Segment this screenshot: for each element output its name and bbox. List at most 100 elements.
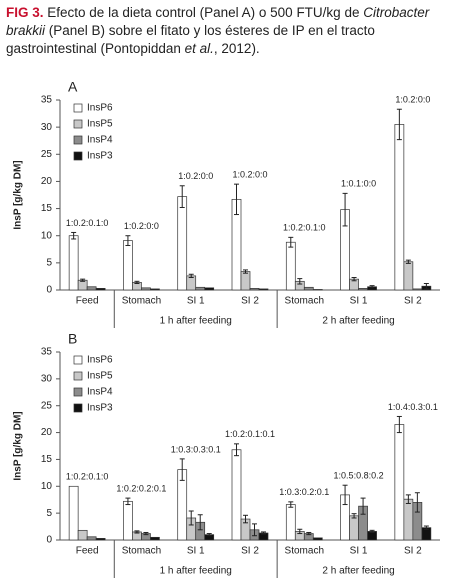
group-label: 1 h after feeding bbox=[160, 316, 232, 327]
error-bar bbox=[179, 458, 185, 481]
bar bbox=[312, 537, 323, 541]
bar bbox=[177, 196, 188, 291]
ratio-annotation: 1:0.2:0.1:0 bbox=[66, 472, 109, 482]
caption-label: FIG 3. bbox=[6, 5, 44, 20]
ratio-annotation: 1:0.2:0.2:0.1 bbox=[116, 483, 166, 493]
ratio-annotation: 1:0.2:0.1:0 bbox=[66, 218, 109, 228]
error-bar bbox=[252, 523, 257, 537]
error-bar bbox=[243, 514, 248, 524]
bar bbox=[258, 288, 269, 291]
bar bbox=[95, 538, 106, 541]
legend-swatch bbox=[73, 119, 83, 129]
bar bbox=[403, 261, 414, 291]
legend-swatch bbox=[73, 371, 83, 381]
legend-swatch bbox=[73, 135, 83, 145]
error-bar bbox=[369, 529, 375, 533]
caption-text: , 2012). bbox=[213, 41, 260, 56]
error-bar bbox=[360, 497, 366, 515]
error-bar bbox=[414, 492, 420, 513]
error-bar bbox=[288, 501, 294, 508]
error-bar bbox=[342, 192, 348, 227]
legend-swatch bbox=[73, 151, 83, 161]
caption-text: Efecto de la dieta control (Panel A) o 5… bbox=[47, 5, 364, 20]
group-label: 1 h after feeding bbox=[160, 566, 232, 577]
ratio-annotation: 1:0.2:0:0 bbox=[232, 170, 267, 180]
bar bbox=[285, 504, 296, 541]
error-bar bbox=[71, 231, 77, 240]
error-bar bbox=[297, 278, 303, 285]
bar bbox=[285, 241, 296, 291]
ratio-annotation: 1:0.2:0:0 bbox=[178, 171, 213, 181]
bar bbox=[195, 286, 206, 291]
x-tick-label: SI 1 bbox=[350, 296, 368, 307]
legend-swatch bbox=[73, 355, 83, 365]
caption-text: (Panel B) sobre el fitato y los ésteres … bbox=[6, 23, 375, 56]
y-axis-label: InsP [g/kg DM] bbox=[13, 411, 24, 480]
bar bbox=[240, 271, 251, 291]
error-bar bbox=[134, 530, 140, 534]
error-bar bbox=[306, 531, 312, 536]
ratio-annotation: 1:0.2:0:0 bbox=[124, 221, 159, 231]
y-tick-label: 30 bbox=[41, 122, 53, 133]
bar bbox=[303, 286, 314, 291]
ratio-annotation: 1:0.3:0.2:0.1 bbox=[279, 487, 329, 497]
bar bbox=[394, 424, 405, 541]
error-bar bbox=[288, 236, 294, 248]
y-tick-label: 5 bbox=[46, 257, 52, 268]
bar bbox=[77, 529, 88, 541]
bar bbox=[204, 287, 215, 291]
group-label: 2 h after feeding bbox=[322, 566, 394, 577]
x-tick-label: SI 1 bbox=[187, 296, 205, 307]
error-bar bbox=[396, 108, 402, 141]
legend-label: InsP4 bbox=[87, 387, 113, 398]
ratio-annotation: 1:0.2:0.1:0 bbox=[283, 223, 326, 233]
y-tick-label: 10 bbox=[41, 230, 53, 241]
x-tick-label: Feed bbox=[76, 546, 99, 557]
error-bar bbox=[125, 497, 131, 506]
x-tick-label: Stomach bbox=[122, 546, 161, 557]
error-bar bbox=[405, 259, 411, 264]
y-tick-label: 15 bbox=[41, 454, 53, 465]
error-bar bbox=[143, 531, 149, 536]
x-tick-label: SI 2 bbox=[404, 296, 422, 307]
panel-label: A bbox=[68, 79, 78, 95]
legend-label: InsP5 bbox=[87, 119, 113, 130]
x-tick-label: SI 1 bbox=[187, 546, 205, 557]
bar bbox=[123, 240, 133, 291]
legend-label: InsP4 bbox=[87, 135, 113, 146]
error-bar bbox=[188, 273, 194, 279]
y-tick-label: 25 bbox=[41, 149, 53, 160]
caption: FIG 3. Efecto de la dieta control (Panel… bbox=[6, 4, 444, 58]
legend-label: InsP6 bbox=[87, 355, 113, 366]
error-bar bbox=[80, 278, 86, 282]
y-tick-label: 10 bbox=[41, 481, 53, 492]
y-tick-label: 0 bbox=[46, 535, 52, 546]
legend-label: InsP5 bbox=[87, 371, 113, 382]
error-bar bbox=[188, 510, 194, 526]
bar bbox=[412, 288, 423, 291]
x-tick-label: Stomach bbox=[122, 296, 161, 307]
error-bar bbox=[134, 280, 140, 284]
error-bar bbox=[197, 514, 203, 531]
error-bar bbox=[405, 494, 411, 504]
bar bbox=[150, 536, 160, 541]
ratio-annotation: 1:0.2:0.1:0.1 bbox=[225, 429, 275, 439]
error-bar bbox=[234, 183, 239, 216]
x-tick-label: SI 2 bbox=[241, 296, 259, 307]
caption-text: et al. bbox=[184, 41, 214, 56]
y-tick-label: 20 bbox=[41, 176, 53, 187]
ratio-annotation: 1:0.5:0.8:0.2 bbox=[334, 471, 384, 481]
bar bbox=[95, 288, 106, 291]
panel-label: B bbox=[68, 331, 77, 347]
ratio-annotation: 1:0.2:0:0 bbox=[395, 95, 430, 105]
bar bbox=[141, 287, 151, 291]
bar bbox=[349, 515, 359, 541]
bar bbox=[86, 286, 97, 291]
y-tick-label: 35 bbox=[41, 347, 53, 358]
error-bar bbox=[125, 235, 131, 246]
error-bar bbox=[261, 531, 266, 535]
y-tick-label: 35 bbox=[41, 95, 53, 106]
error-bar bbox=[351, 513, 357, 519]
error-bar bbox=[369, 285, 375, 289]
